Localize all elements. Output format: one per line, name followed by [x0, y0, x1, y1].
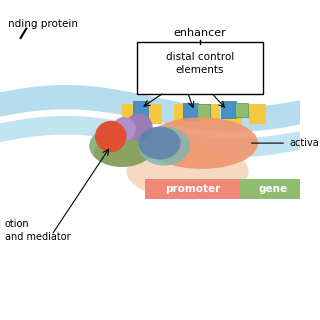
FancyBboxPatch shape: [174, 104, 190, 124]
Text: gene: gene: [258, 184, 287, 194]
FancyBboxPatch shape: [249, 104, 266, 124]
FancyBboxPatch shape: [235, 103, 248, 117]
Circle shape: [96, 122, 126, 152]
Text: otion: otion: [5, 219, 29, 229]
FancyBboxPatch shape: [137, 42, 263, 94]
Text: and mediator: and mediator: [5, 232, 70, 242]
FancyBboxPatch shape: [220, 101, 236, 118]
FancyBboxPatch shape: [146, 104, 162, 124]
FancyBboxPatch shape: [133, 101, 148, 118]
Circle shape: [113, 118, 135, 140]
FancyBboxPatch shape: [225, 104, 242, 124]
FancyBboxPatch shape: [239, 179, 300, 199]
Text: distal control: distal control: [166, 52, 234, 62]
Text: promoter: promoter: [165, 184, 220, 194]
Ellipse shape: [146, 117, 258, 169]
FancyBboxPatch shape: [202, 104, 219, 124]
Ellipse shape: [139, 127, 181, 160]
Text: nding protein: nding protein: [7, 19, 77, 29]
FancyBboxPatch shape: [122, 104, 139, 124]
FancyBboxPatch shape: [183, 103, 198, 120]
PathPatch shape: [0, 85, 319, 132]
Text: enhancer: enhancer: [173, 28, 226, 38]
Ellipse shape: [127, 143, 249, 199]
Ellipse shape: [89, 125, 155, 167]
Ellipse shape: [139, 126, 190, 166]
FancyBboxPatch shape: [146, 179, 239, 199]
Text: elements: elements: [176, 65, 224, 75]
PathPatch shape: [0, 116, 319, 157]
FancyBboxPatch shape: [197, 104, 210, 118]
Ellipse shape: [94, 139, 150, 167]
Circle shape: [126, 114, 152, 140]
Text: activa: activa: [289, 138, 319, 148]
